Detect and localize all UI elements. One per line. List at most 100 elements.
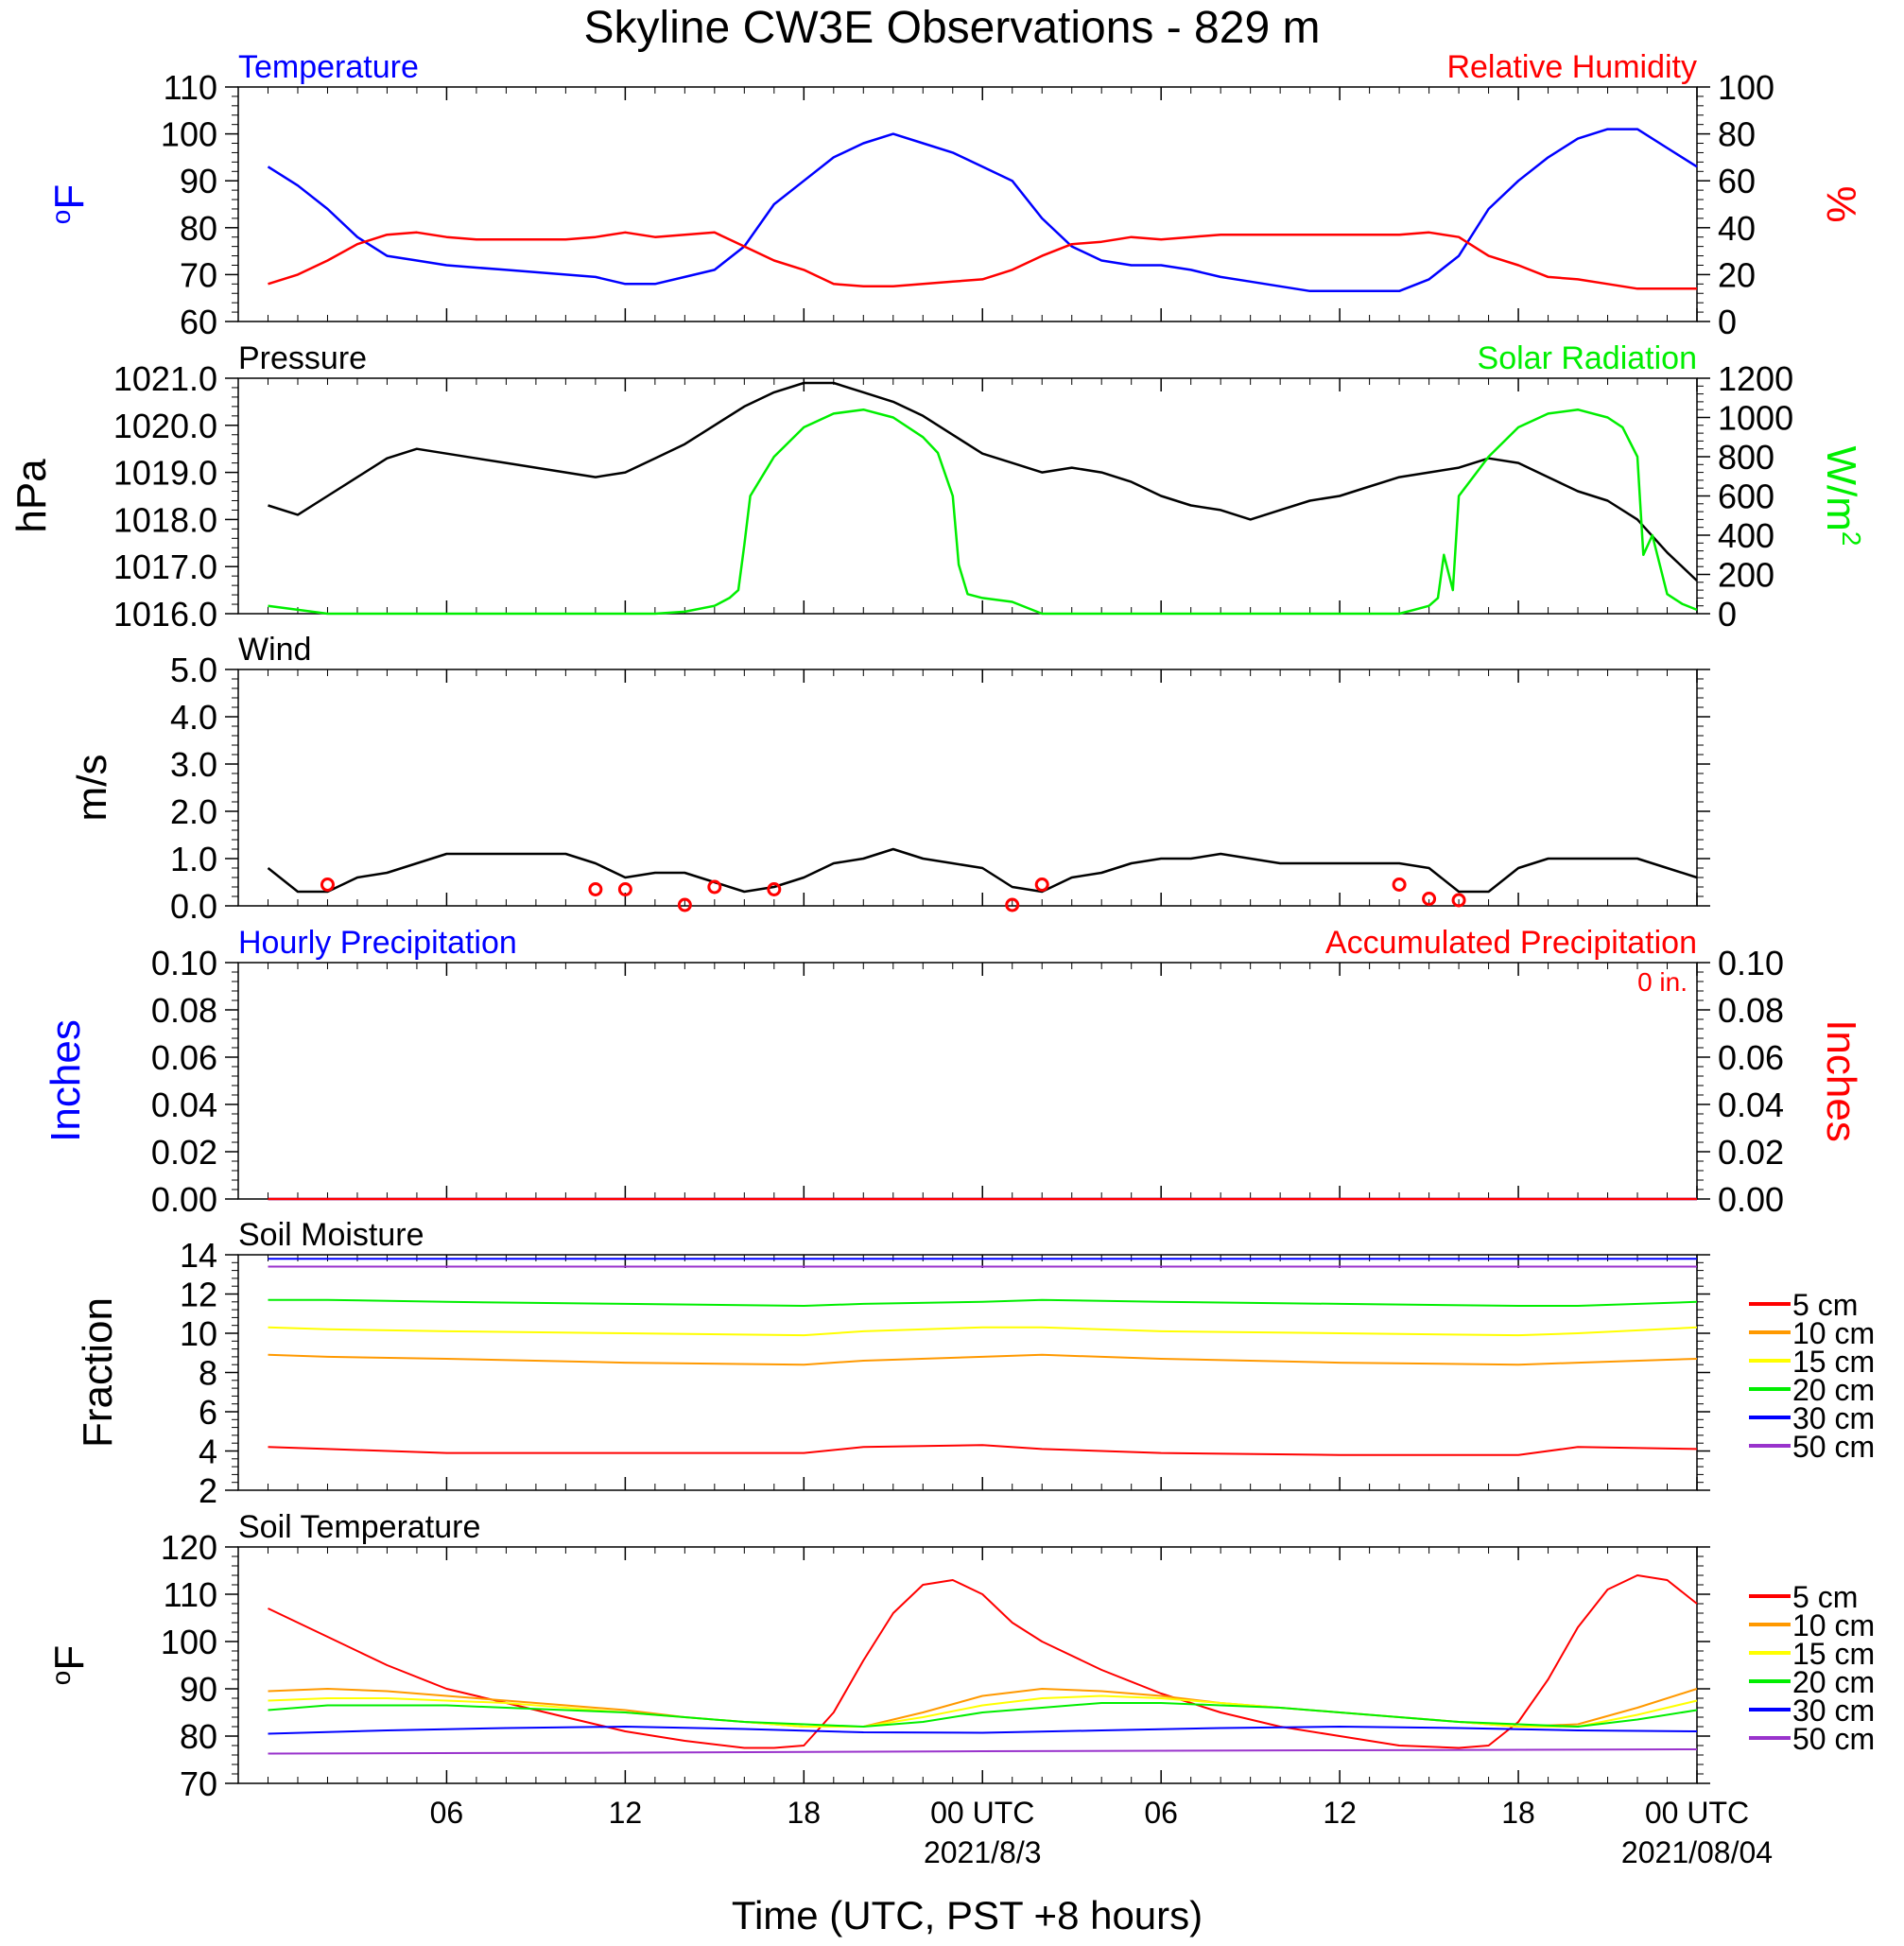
series-line-30-cm — [268, 1726, 1698, 1735]
y-right-axis-label: W/m2 — [1818, 446, 1866, 547]
calm-marker — [1034, 877, 1049, 892]
y-tick-label: 1017.0 — [113, 547, 217, 586]
panel-title-left: Temperature — [238, 49, 419, 85]
series-line-5-cm — [268, 1574, 1698, 1749]
series-line-5-cm — [268, 1444, 1698, 1456]
panel-title-right: Relative Humidity — [1446, 49, 1697, 85]
y-tick-label: 1021.0 — [113, 359, 217, 398]
y-right-axis-label: % — [1818, 185, 1864, 222]
y-right-tick-label: 80 — [1718, 115, 1756, 154]
panel-title-left: Soil Moisture — [238, 1217, 424, 1253]
y-tick-label: 4 — [199, 1433, 217, 1471]
series-line-15-cm — [268, 1326, 1698, 1337]
y-tick-label: 1.0 — [170, 840, 217, 878]
legend-label: 5 cm — [1792, 1580, 1858, 1614]
series-line-wind — [267, 847, 1698, 894]
calm-marker — [320, 877, 335, 892]
y-right-tick-label: 100 — [1718, 68, 1774, 107]
panel-title-right: Solar Radiation — [1478, 340, 1697, 376]
y-tick-label: 0.10 — [151, 944, 217, 982]
y-right-tick-label: 20 — [1718, 255, 1756, 294]
series-line-20-cm — [268, 1702, 1698, 1728]
legend-label: 5 cm — [1792, 1288, 1858, 1322]
y-axis-label: hPa — [9, 459, 55, 533]
y-tick-label: 3.0 — [170, 745, 217, 784]
y-tick-label: 80 — [180, 209, 217, 248]
y-right-tick-label: 800 — [1718, 438, 1774, 477]
x-tick-label: 00 UTC — [1645, 1796, 1749, 1830]
y-tick-label: 70 — [180, 1764, 217, 1803]
y-right-tick-label: 0 — [1718, 595, 1737, 634]
panel-temp-rh: 60 70 80 90 100 110 0 20 40 60 80 100 Temperature Rel… — [46, 49, 1864, 341]
series-line-20-cm — [268, 1298, 1698, 1307]
legend-label: 20 cm — [1792, 1373, 1875, 1407]
y-tick-label: 100 — [161, 115, 217, 154]
y-tick-label: 110 — [164, 1575, 217, 1614]
y-tick-label: 80 — [180, 1717, 217, 1756]
y-tick-label: 60 — [180, 303, 217, 341]
y-right-tick-label: 0.10 — [1718, 944, 1784, 982]
y-axis-label: Fraction — [75, 1297, 121, 1448]
figure-title: Skyline CW3E Observations - 829 m — [584, 3, 1321, 53]
panel-title-left: Pressure — [238, 340, 367, 376]
y-right-tick-label: 0.08 — [1718, 991, 1784, 1030]
x-axis-label: Time (UTC, PST +8 hours) — [732, 1893, 1203, 1937]
x-tick-label: 12 — [1323, 1796, 1357, 1830]
legend-label: 15 cm — [1792, 1637, 1875, 1671]
calm-marker — [1392, 877, 1407, 892]
y-axis-label: oF — [46, 1645, 93, 1685]
legend-label: 15 cm — [1792, 1345, 1875, 1379]
plot-frame — [237, 669, 1698, 907]
time-axis: 06 12 18 00 UTC 06 12 18 00 UTC 2021/8/3 2021/08/… — [430, 1796, 1773, 1869]
y-tick-label: 100 — [161, 1623, 217, 1661]
panel-precip: 0.00 0.02 0.04 0.06 0.08 0.10 0.00 0.02 0.04 0.06… — [43, 925, 1864, 1219]
x-tick-label: 18 — [1501, 1796, 1535, 1830]
calm-marker — [707, 879, 722, 895]
y-tick-label: 6 — [199, 1393, 217, 1432]
panel-wind: 0.0 1.0 2.0 3.0 4.0 5.0 Wind m/s — [69, 632, 1710, 926]
calm-marker — [677, 897, 692, 912]
x-tick-label: 06 — [430, 1796, 464, 1830]
y-tick-label: 90 — [180, 1670, 217, 1709]
y-tick-label: 14 — [180, 1236, 217, 1275]
y-tick-label: 110 — [164, 68, 217, 107]
panel-title-right: Accumulated Precipitation — [1325, 925, 1697, 961]
calm-marker — [588, 882, 603, 896]
y-tick-label: 10 — [180, 1314, 217, 1353]
legend-label: 30 cm — [1792, 1694, 1875, 1728]
y-tick-label: 2.0 — [170, 792, 217, 831]
legend-label: 10 cm — [1792, 1316, 1875, 1350]
y-tick-label: 2 — [199, 1471, 217, 1510]
y-right-tick-label: 600 — [1718, 478, 1774, 516]
y-axis-label: oF — [46, 184, 93, 224]
x-tick-label: 06 — [1144, 1796, 1178, 1830]
y-right-tick-label: 40 — [1718, 209, 1756, 248]
legend-label: 50 cm — [1792, 1722, 1875, 1756]
x-tick-label: 18 — [788, 1796, 822, 1830]
y-right-tick-label: 0.04 — [1718, 1086, 1784, 1124]
calm-marker — [1422, 892, 1437, 906]
y-tick-label: 1020.0 — [113, 407, 217, 445]
x-tick-label: 00 UTC — [930, 1796, 1034, 1830]
series-line-solar-radiation — [268, 408, 1698, 616]
legend-label: 50 cm — [1792, 1430, 1875, 1464]
plot-frame — [237, 86, 1698, 322]
panel-soil-temperature: 70 80 90 100 110 120 Soil Temperature oF 5 cm10 … — [46, 1509, 1875, 1803]
y-right-tick-label: 0.02 — [1718, 1133, 1784, 1172]
y-tick-label: 5.0 — [170, 651, 217, 689]
panel-title-left: Hourly Precipitation — [238, 925, 517, 961]
y-right-tick-label: 0.06 — [1718, 1038, 1784, 1077]
calm-marker — [1005, 897, 1020, 912]
y-tick-label: 0.00 — [151, 1180, 217, 1219]
series-line-10-cm — [268, 1353, 1698, 1366]
y-right-axis-label: Inches — [1818, 1019, 1864, 1142]
accumulated-total-label: 0 in. — [1637, 967, 1688, 997]
y-tick-label: 1018.0 — [113, 500, 217, 539]
x-tick-label: 12 — [609, 1796, 643, 1830]
x-date-label: 2021/8/3 — [924, 1835, 1042, 1869]
series-line-temperature — [267, 128, 1698, 293]
series-line-pressure — [268, 381, 1698, 582]
